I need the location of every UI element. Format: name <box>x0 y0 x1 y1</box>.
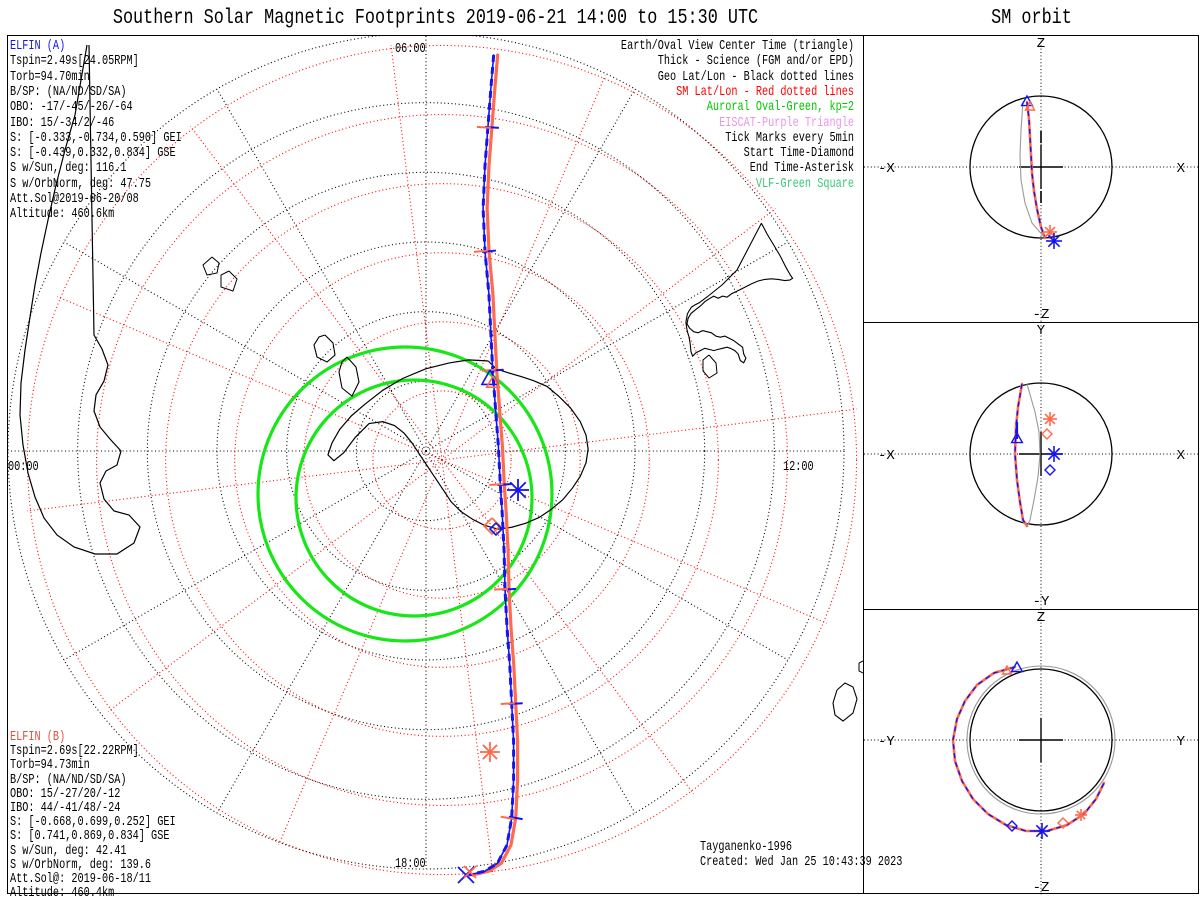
svg-text:-Z: -Z <box>1033 880 1050 895</box>
svg-text:-X: -X <box>878 161 895 177</box>
svg-text:Y: Y <box>1177 734 1186 750</box>
svg-text:Y: Y <box>1037 323 1046 339</box>
svg-text:-Y: -Y <box>878 734 895 750</box>
svg-text:Z: Z <box>1037 36 1045 52</box>
svg-text:Z: Z <box>1037 610 1045 626</box>
svg-text:-Y: -Y <box>1033 594 1050 609</box>
svg-text:X: X <box>1177 161 1186 177</box>
svg-text:-X: -X <box>878 448 895 464</box>
svg-text:-Z: -Z <box>1033 307 1050 322</box>
svg-text:X: X <box>1177 448 1186 464</box>
